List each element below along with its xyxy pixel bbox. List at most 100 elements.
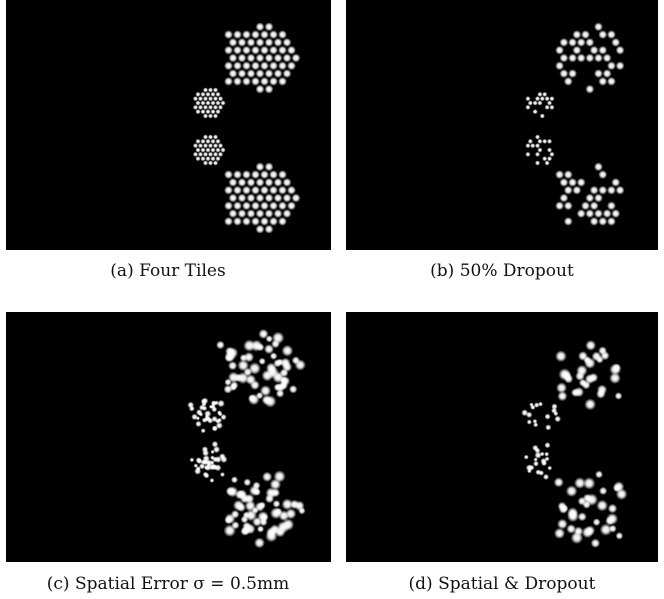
light-spot	[200, 156, 206, 162]
light-spot	[593, 162, 603, 172]
light-spot	[606, 61, 616, 71]
light-spot	[264, 53, 274, 63]
light-spot	[602, 69, 612, 79]
light-spot	[595, 355, 604, 364]
light-spot	[605, 516, 615, 526]
light-spot	[216, 410, 222, 416]
light-spot	[251, 76, 260, 86]
light-spot	[272, 499, 281, 508]
light-spot	[202, 151, 209, 157]
light-spot	[242, 76, 251, 86]
light-spot	[278, 76, 287, 86]
light-spot	[264, 162, 274, 172]
light-spot	[278, 45, 287, 55]
light-spot	[224, 350, 236, 362]
light-spot	[568, 37, 578, 47]
light-spot	[533, 422, 539, 428]
light-spot	[217, 399, 225, 408]
light-spot	[255, 224, 265, 234]
light-spot	[596, 384, 608, 395]
light-spot	[237, 177, 247, 187]
light-spot	[264, 193, 274, 203]
light-spot	[533, 460, 539, 467]
light-spot	[261, 369, 274, 382]
light-spot	[249, 380, 260, 391]
light-spot	[260, 216, 269, 226]
caption: (a) Four Tiles	[110, 261, 225, 281]
light-spot	[611, 209, 621, 219]
light-spot	[264, 84, 274, 94]
light-spot	[533, 457, 538, 462]
light-spot	[202, 113, 209, 119]
light-spot	[256, 525, 265, 533]
light-spot	[207, 87, 214, 93]
light-spot	[207, 134, 214, 140]
light-spot	[555, 350, 567, 363]
light-spot	[255, 37, 265, 47]
light-spot	[556, 382, 568, 394]
light-spot	[547, 465, 553, 471]
light-spot	[563, 170, 573, 180]
light-spot	[242, 185, 251, 195]
light-spot	[224, 216, 233, 226]
light-spot	[598, 486, 608, 496]
light-spot	[230, 509, 240, 519]
light-spot	[274, 526, 286, 538]
light-spot	[269, 30, 278, 40]
light-spot	[224, 61, 233, 71]
light-spot	[264, 37, 274, 47]
light-spot	[195, 91, 201, 97]
light-spot	[246, 69, 256, 79]
light-spot	[546, 100, 553, 106]
light-spot	[568, 53, 578, 63]
light-spot	[278, 30, 287, 40]
light-spot	[278, 170, 287, 180]
light-spot	[602, 209, 612, 219]
light-spot	[282, 177, 292, 187]
light-spot	[195, 147, 201, 153]
light-spot	[537, 147, 543, 153]
light-spot	[598, 76, 608, 86]
light-spot	[246, 37, 256, 47]
light-spot	[251, 216, 260, 226]
light-spot	[534, 151, 541, 157]
light-spot	[563, 216, 573, 226]
light-spot	[264, 493, 275, 504]
light-spot	[615, 532, 624, 540]
light-spot	[288, 384, 298, 394]
light-spot	[224, 76, 233, 86]
light-spot	[555, 61, 565, 71]
light-spot	[269, 185, 278, 195]
light-spot	[553, 411, 559, 417]
panel-image	[6, 0, 331, 250]
light-spot	[237, 193, 247, 203]
light-spot	[593, 209, 603, 219]
light-spot	[532, 100, 538, 106]
light-spot	[590, 538, 601, 548]
light-spot	[210, 138, 216, 144]
light-spot	[203, 464, 210, 471]
light-spot	[607, 503, 618, 514]
light-spot	[215, 100, 221, 106]
light-spot	[278, 216, 287, 226]
panel-background	[6, 312, 331, 562]
light-spot	[224, 30, 233, 40]
light-spot	[224, 516, 233, 525]
light-spot	[568, 177, 578, 187]
light-spot	[566, 524, 576, 534]
light-spot	[192, 143, 199, 149]
light-spot	[228, 177, 238, 187]
light-spot	[233, 30, 242, 40]
light-spot	[589, 45, 599, 55]
light-spot	[593, 53, 603, 63]
light-spot	[278, 185, 287, 195]
light-spot	[263, 344, 275, 355]
caption: (d) Spatial & Dropout	[409, 574, 596, 594]
light-spot	[246, 53, 256, 63]
light-spot	[264, 22, 274, 32]
light-spot	[287, 201, 296, 211]
light-spot	[544, 96, 550, 102]
light-spot	[223, 524, 236, 537]
light-spot	[525, 151, 531, 157]
light-spot	[242, 170, 251, 180]
